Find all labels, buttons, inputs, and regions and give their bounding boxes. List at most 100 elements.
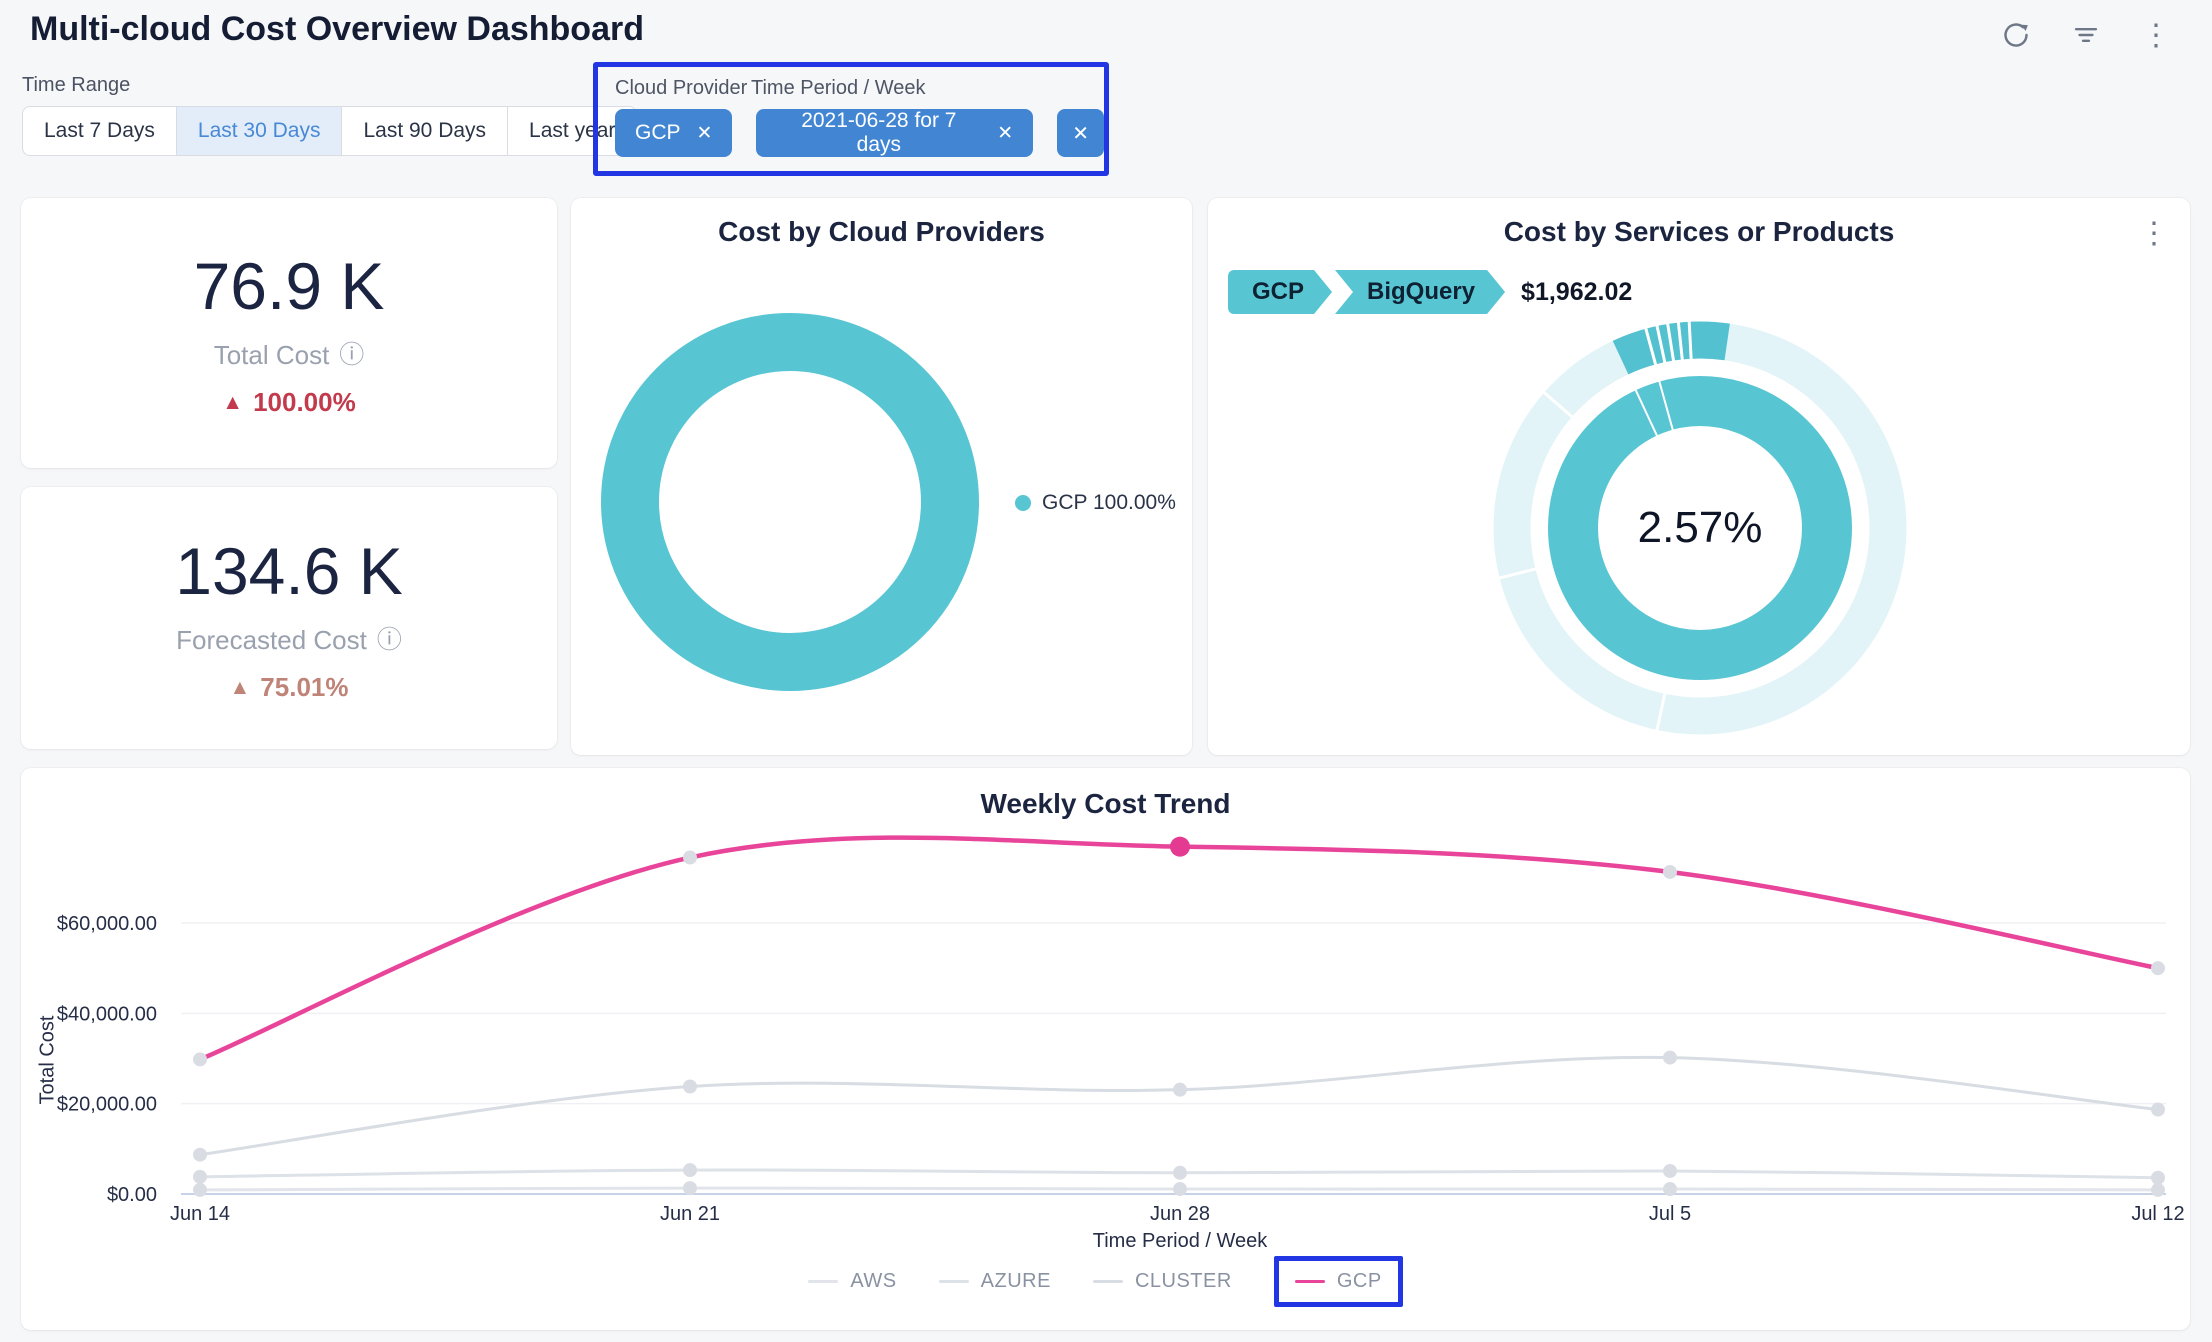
annotation-box-filters: Cloud Provider Time Period / Week GCP ✕ … [593, 62, 1109, 176]
data-point [193, 1169, 207, 1184]
time-period-label: Time Period / Week [751, 77, 926, 99]
donut-segment-divider [1655, 324, 1667, 364]
legend-dash [1092, 1280, 1123, 1283]
donut-segment-divider [1666, 322, 1676, 362]
info-icon[interactable]: ⓘ [376, 626, 402, 654]
data-point [2151, 1102, 2165, 1117]
data-point [683, 1163, 697, 1178]
data-point [1663, 864, 1677, 879]
data-point [193, 1147, 207, 1162]
trend-line-cluster [198, 1055, 2160, 1157]
data-point [1663, 1182, 1677, 1197]
info-icon[interactable]: ⓘ [339, 341, 365, 369]
breadcrumb-amount: $1,962.02 [1521, 277, 1633, 306]
total-cost-value: 76.9 K [193, 249, 385, 323]
cost-by-services-card: Cost by Services or Products ⋮ GCP BigQu… [1208, 198, 2190, 755]
refresh-button[interactable] [1994, 14, 2038, 58]
x-tick-label: Jul 12 [2131, 1203, 2184, 1225]
x-tick-label: Jun 21 [660, 1203, 720, 1225]
forecasted-cost-card: 134.6 K Forecasted Cost ⓘ ▲ 75.01% [21, 487, 557, 749]
cloud-provider-chip[interactable]: GCP ✕ [615, 109, 733, 157]
data-point [1663, 1163, 1677, 1178]
data-point [683, 850, 697, 865]
time-range-group: Last 7 Days Last 30 Days Last 90 Days La… [22, 106, 638, 156]
delta-up-icon: ▲ [222, 390, 244, 414]
filter-icon [2072, 21, 2100, 52]
data-point [683, 1079, 697, 1094]
y-tick-label: $20,000.00 [57, 1094, 157, 1116]
data-point [2151, 961, 2165, 976]
trend-line-gcp [197, 835, 2161, 1062]
donut-inner-ring [1548, 376, 1852, 680]
data-point [2151, 1170, 2165, 1185]
legend-label: GCP 100.00% [1042, 491, 1176, 514]
donut-segment-divider [1644, 327, 1658, 366]
y-tick-label: $60,000.00 [57, 913, 157, 935]
legend-item-cluster[interactable]: CLUSTER [1092, 1270, 1232, 1293]
cloud-providers-legend-item[interactable]: GCP 100.00% [1015, 491, 1176, 515]
donut-segment-divider [1658, 380, 1674, 431]
time-range-last-90-days[interactable]: Last 90 Days [341, 106, 509, 156]
x-axis-title: Time Period / Week [1092, 1230, 1268, 1252]
trend-legend: AWS AZURE CLUSTER GCP [21, 1256, 2190, 1307]
total-cost-delta: 100.00% [253, 387, 356, 417]
data-point [1173, 1165, 1187, 1180]
total-cost-card: 76.9 K Total Cost ⓘ ▲ 100.00% [21, 198, 557, 468]
drilldown-breadcrumb: GCP BigQuery $1,962.02 [1228, 270, 1632, 314]
data-point [683, 1181, 697, 1196]
data-point [1173, 1082, 1187, 1097]
legend-label: GCP [1336, 1270, 1382, 1292]
more-options-button[interactable]: ⋮ [2134, 14, 2178, 58]
data-point [2151, 1182, 2165, 1197]
x-tick-label: Jun 14 [170, 1203, 230, 1225]
close-icon: ✕ [1072, 122, 1089, 145]
total-cost-label: Total Cost [213, 340, 330, 370]
x-tick-label: Jun 28 [1150, 1203, 1210, 1225]
breadcrumb-service-chip[interactable]: BigQuery [1335, 270, 1505, 314]
forecasted-cost-label: Forecasted Cost [176, 625, 367, 655]
breadcrumb-provider-chip[interactable]: GCP [1228, 270, 1332, 314]
donut-segment-divider [1687, 320, 1693, 360]
applied-filter-chips: GCP ✕ 2021-06-28 for 7 days ✕ ✕ [615, 109, 1104, 157]
legend-item-gcp[interactable]: GCP [1294, 1270, 1382, 1293]
time-range-last-7-days[interactable]: Last 7 Days [22, 106, 177, 156]
page-title: Multi-cloud Cost Overview Dashboard [30, 10, 644, 48]
data-point [1173, 1182, 1187, 1197]
kebab-icon: ⋮ [2141, 19, 2171, 52]
legend-dash [808, 1280, 839, 1283]
clear-filters-button[interactable]: ✕ [1057, 109, 1104, 157]
donut-segment-divider [1542, 390, 1574, 419]
legend-label: CLUSTER [1134, 1270, 1232, 1292]
filter-button[interactable] [2064, 14, 2108, 58]
kebab-icon: ⋮ [2139, 217, 2169, 250]
donut-segment-divider [1655, 692, 1667, 732]
legend-dash [938, 1280, 969, 1283]
cost-by-cloud-providers-title: Cost by Cloud Providers [718, 216, 1045, 247]
delta-up-icon: ▲ [229, 675, 251, 699]
legend-item-aws[interactable]: AWS [808, 1270, 896, 1293]
services-donut-chart [1493, 320, 1907, 735]
time-period-chip[interactable]: 2021-06-28 for 7 days ✕ [756, 109, 1034, 157]
legend-label: AWS [850, 1270, 897, 1292]
donut-center-value: 2.57% [1637, 503, 1763, 552]
data-point [1663, 1050, 1677, 1065]
close-icon[interactable]: ✕ [696, 122, 713, 144]
data-point [193, 1182, 207, 1197]
time-range-last-30-days[interactable]: Last 30 Days [175, 106, 343, 156]
forecasted-cost-delta: 75.01% [260, 672, 349, 702]
y-tick-label: $0.00 [107, 1184, 157, 1206]
donut-segment-divider [1498, 567, 1537, 580]
legend-dash [1294, 1280, 1325, 1283]
cost-by-services-title: Cost by Services or Products [1503, 216, 1895, 247]
cloud-providers-donut-chart [601, 313, 979, 691]
card-menu-button[interactable]: ⋮ [2132, 212, 2176, 256]
refresh-icon [2002, 21, 2030, 52]
selected-data-point [1170, 836, 1190, 857]
time-period-chip-value: 2021-06-28 for 7 days [801, 109, 957, 156]
cost-by-cloud-providers-card: Cost by Cloud Providers GCP 100.00% [571, 198, 1192, 755]
legend-item-azure[interactable]: AZURE [938, 1270, 1051, 1293]
donut-segment-divider [1676, 321, 1684, 361]
y-tick-label: $40,000.00 [57, 1003, 157, 1025]
close-icon[interactable]: ✕ [997, 122, 1014, 144]
donut-ring-gcp [601, 313, 979, 691]
